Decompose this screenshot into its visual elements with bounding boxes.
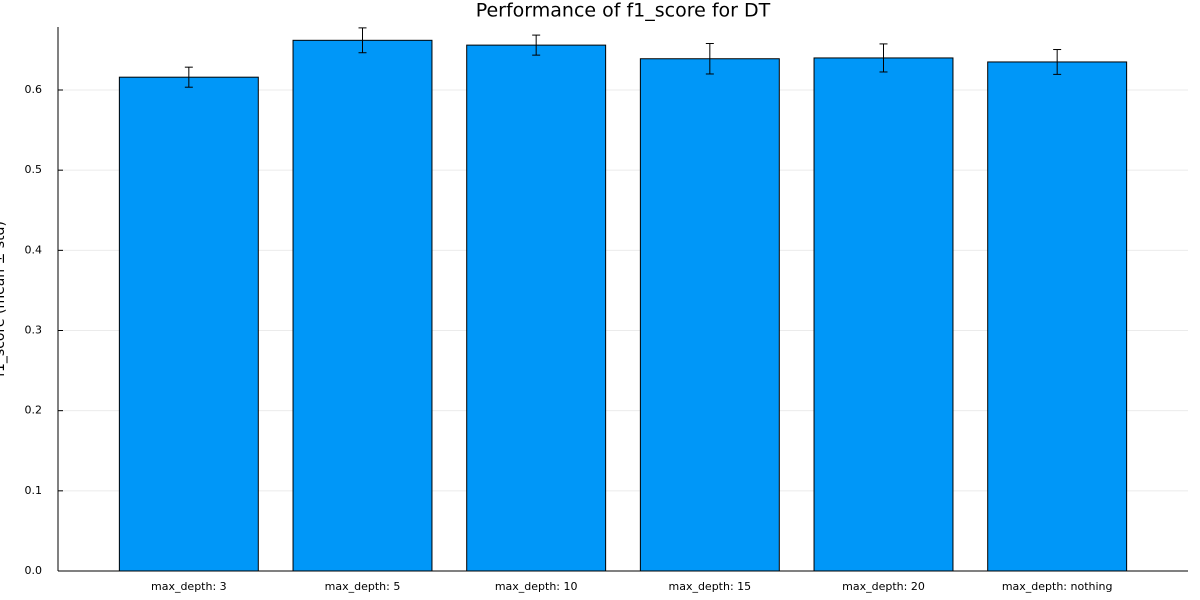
x-tick-label: max_depth: 5 [325, 580, 401, 593]
x-tick-label: max_depth: nothing [1002, 580, 1113, 593]
y-axis-title: f1_score (mean ± std) [0, 221, 8, 377]
bar [987, 61, 1128, 572]
chart-title: Performance of f1_score for DT [476, 0, 771, 22]
error-bar [879, 43, 888, 73]
bar [118, 76, 259, 572]
x-tick-label: max_depth: 20 [842, 580, 925, 593]
x-tick-label: max_depth: 3 [151, 580, 227, 593]
y-tick-label: 0.1 [25, 484, 43, 497]
error-bar [184, 66, 193, 88]
x-tick-label: max_depth: 15 [668, 580, 751, 593]
error-bar [532, 34, 541, 56]
y-tick-label: 0.0 [25, 564, 43, 577]
bar [639, 58, 780, 572]
y-tick-label: 0.3 [25, 324, 43, 337]
y-tick-label: 0.5 [25, 163, 43, 176]
x-tick-label: max_depth: 10 [495, 580, 578, 593]
y-tick-label: 0.2 [25, 404, 43, 417]
error-bar [1053, 49, 1062, 75]
bar [813, 57, 954, 572]
y-tick-label: 0.4 [25, 243, 43, 256]
y-tick-label: 0.6 [25, 83, 43, 96]
bar [466, 44, 607, 572]
bar [292, 39, 433, 572]
error-bar [705, 43, 714, 75]
error-bar [358, 27, 367, 54]
